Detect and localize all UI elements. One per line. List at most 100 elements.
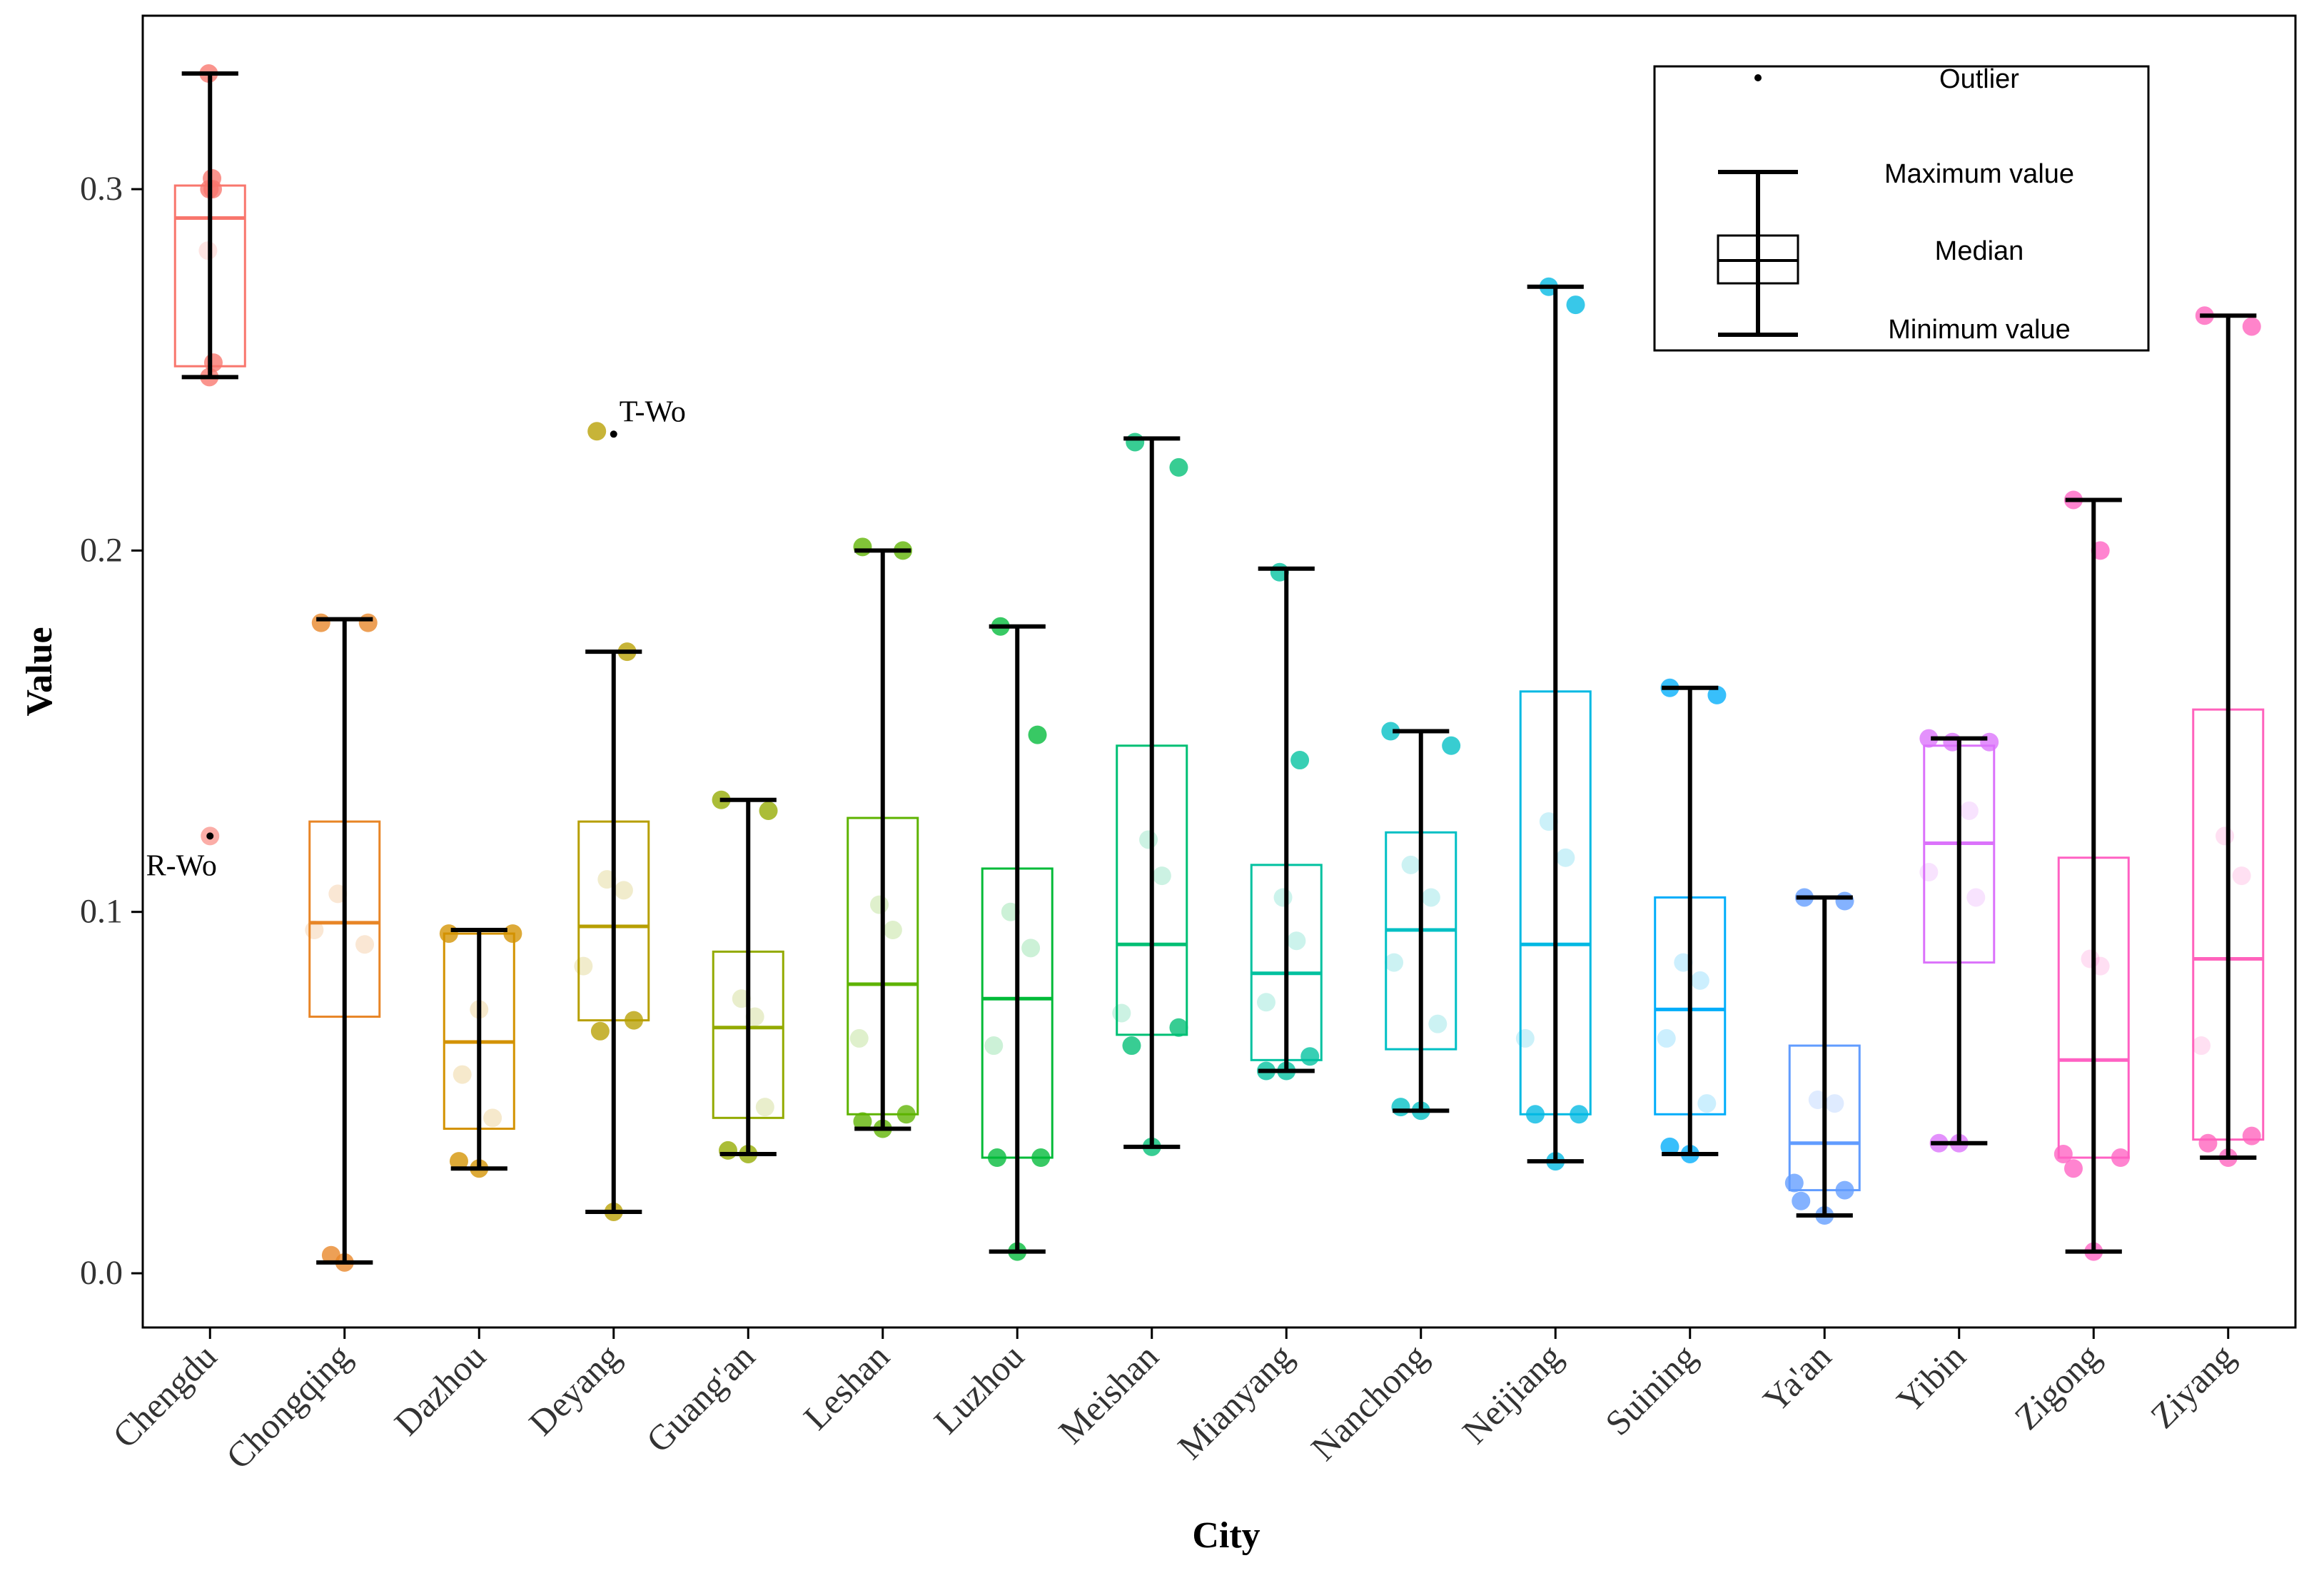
legend-whisker-glyph: [1718, 170, 1798, 337]
legend-label-minimum: Minimum value: [1888, 315, 2071, 345]
data-point-yibin-0: [1919, 729, 1939, 748]
outlier-dot-t-wo: [610, 430, 617, 438]
data-point-luzhou-6: [987, 1148, 1006, 1168]
data-point-nanchong-0: [1381, 722, 1400, 741]
data-point-dazhou-3: [453, 1065, 472, 1084]
box-group-mianyang: [1250, 562, 1323, 1081]
data-point-dazhou-1: [503, 924, 522, 944]
box-group-meishan: [1112, 433, 1188, 1156]
data-point-luzhou-4: [984, 1036, 1004, 1056]
legend: Outlier Maximum value Median Minimum val…: [1653, 64, 2150, 352]
outlier-label-r-wo: R-Wo: [146, 849, 217, 882]
box-group-luzhou: [981, 617, 1054, 1261]
data-point-deyang-5: [625, 1011, 644, 1030]
data-point-chengdu-6: [203, 353, 223, 373]
legend-label-maximum: Maximum value: [1884, 159, 2074, 189]
data-point-nanchong-3: [1421, 888, 1440, 907]
data-point-zigong-4: [2053, 1144, 2073, 1163]
data-point-mianyang-4: [1256, 993, 1275, 1012]
box-group-deyang: [574, 422, 650, 1221]
box-group-neijiang: [1515, 277, 1592, 1171]
y-tick-label-0-3: 0.3: [80, 170, 123, 208]
outlier-dot-r-wo: [206, 832, 214, 840]
data-point-ya-an-6: [1792, 1191, 1811, 1210]
data-point-mianyang-1: [1290, 751, 1310, 770]
data-point-chongqing-1: [358, 613, 378, 632]
data-point-zigong-6: [2063, 1159, 2083, 1178]
data-point-nanchong-6: [1391, 1098, 1410, 1117]
legend-label-median: Median: [1935, 236, 2024, 266]
y-axis-title: Value: [19, 627, 60, 716]
data-point-suining-5: [1697, 1094, 1717, 1113]
data-point-deyang-3: [614, 881, 633, 900]
data-point-nanchong-1: [1442, 736, 1461, 755]
y-tick-label-0-1: 0.1: [80, 893, 123, 931]
data-point-chongqing-0: [311, 613, 330, 632]
data-point-leshan-5: [896, 1105, 916, 1124]
data-point-luzhou-1: [1028, 725, 1047, 744]
data-point-zigong-5: [2111, 1148, 2130, 1168]
box-group-dazhou: [439, 924, 522, 1178]
data-point-leshan-4: [849, 1028, 869, 1048]
data-point-deyang-4: [574, 956, 593, 976]
y-tick-label-0-2: 0.2: [80, 531, 123, 569]
plot-frame: [141, 14, 2297, 1329]
data-point-nanchong-5: [1428, 1014, 1448, 1033]
data-point-luzhou-3: [1021, 939, 1041, 958]
data-point-ziyang-5: [2242, 1126, 2261, 1145]
data-point-dazhou-4: [483, 1108, 502, 1128]
data-point-ya-an-1: [1835, 891, 1854, 911]
data-point-dazhou-5: [449, 1152, 468, 1171]
data-point-suining-3: [1690, 971, 1709, 990]
data-point-suining-4: [1657, 1028, 1676, 1048]
data-point-meishan-4: [1112, 1003, 1131, 1023]
data-point-yibin-3: [1959, 801, 1979, 820]
data-point-ziyang-4: [2192, 1036, 2211, 1056]
data-point-neijiang-4: [1515, 1028, 1535, 1048]
legend-label-outlier: Outlier: [1939, 64, 2019, 94]
box-group-ziyang: [2192, 306, 2265, 1168]
data-point-deyang-0: [587, 422, 607, 441]
data-point-leshan-3: [883, 921, 902, 940]
data-point-suining-1: [1707, 685, 1727, 704]
box-group-yibin: [1919, 729, 1999, 1153]
data-point-yibin-4: [1919, 863, 1939, 882]
data-point-mianyang-3: [1287, 931, 1306, 951]
data-point-meishan-3: [1152, 866, 1171, 886]
data-point-ziyang-2: [2216, 826, 2235, 846]
box-group-leshan: [847, 537, 919, 1138]
data-point-meishan-1: [1169, 457, 1188, 477]
legend-outlier-dot: [1754, 74, 1762, 81]
box-group-ya-an: [1784, 888, 1861, 1225]
data-point-mianyang-5: [1300, 1047, 1320, 1066]
data-point-ya-an-5: [1835, 1180, 1854, 1200]
data-point-leshan-6: [853, 1112, 872, 1131]
data-point-guang-an-5: [718, 1140, 737, 1160]
data-point-guang-an-1: [759, 801, 778, 820]
data-point-neijiang-3: [1556, 848, 1575, 867]
data-point-suining-6: [1660, 1137, 1679, 1156]
marks-layer: R-Wo T-Wo: [146, 64, 2265, 1272]
data-point-yibin-5: [1966, 888, 1986, 907]
data-point-yibin-1: [1980, 732, 1999, 752]
data-point-neijiang-5: [1570, 1105, 1589, 1124]
data-point-guang-an-4: [755, 1098, 774, 1117]
box-group-guang-an: [712, 790, 784, 1163]
data-point-ziyang-1: [2242, 317, 2261, 336]
data-point-dazhou-0: [439, 924, 458, 944]
data-point-chongqing-2: [305, 921, 324, 940]
data-point-meishan-0: [1126, 433, 1145, 452]
box-group-suining: [1654, 678, 1727, 1163]
data-point-deyang-6: [590, 1021, 610, 1041]
box-group-chongqing: [305, 613, 381, 1272]
data-point-leshan-2: [870, 895, 889, 914]
legend-box: [1653, 65, 2150, 352]
data-point-meishan-6: [1122, 1036, 1141, 1056]
outlier-label-t-wo: T-Wo: [620, 395, 686, 428]
data-point-neijiang-6: [1525, 1105, 1545, 1124]
data-point-meishan-2: [1139, 830, 1158, 849]
data-point-mianyang-2: [1273, 888, 1293, 907]
x-axis-title: City: [1192, 1515, 1260, 1556]
data-point-ziyang-3: [2232, 866, 2251, 886]
